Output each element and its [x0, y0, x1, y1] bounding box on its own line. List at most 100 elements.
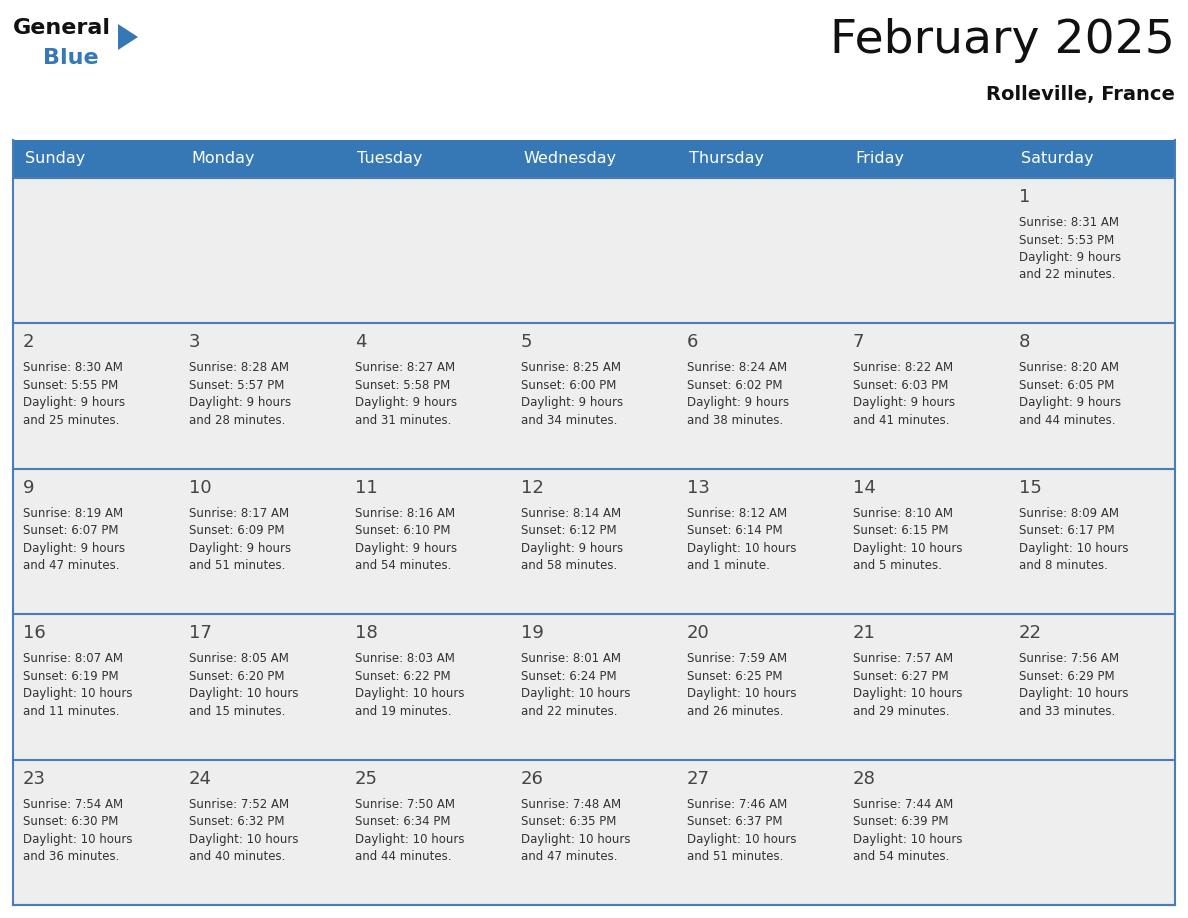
- Text: Sunrise: 8:16 AM
Sunset: 6:10 PM
Daylight: 9 hours
and 54 minutes.: Sunrise: 8:16 AM Sunset: 6:10 PM Dayligh…: [355, 507, 457, 572]
- Bar: [1009, 759, 1175, 905]
- Text: Sunrise: 7:59 AM
Sunset: 6:25 PM
Daylight: 10 hours
and 26 minutes.: Sunrise: 7:59 AM Sunset: 6:25 PM Dayligh…: [687, 652, 796, 718]
- Text: 14: 14: [853, 479, 876, 497]
- Text: 23: 23: [23, 769, 46, 788]
- Bar: [511, 178, 677, 323]
- Text: Sunrise: 8:03 AM
Sunset: 6:22 PM
Daylight: 10 hours
and 19 minutes.: Sunrise: 8:03 AM Sunset: 6:22 PM Dayligh…: [355, 652, 465, 718]
- Bar: [511, 614, 677, 759]
- Text: 11: 11: [355, 479, 378, 497]
- Text: Sunrise: 8:19 AM
Sunset: 6:07 PM
Daylight: 9 hours
and 47 minutes.: Sunrise: 8:19 AM Sunset: 6:07 PM Dayligh…: [23, 507, 125, 572]
- Text: Sunrise: 8:28 AM
Sunset: 5:57 PM
Daylight: 9 hours
and 28 minutes.: Sunrise: 8:28 AM Sunset: 5:57 PM Dayligh…: [189, 362, 291, 427]
- Bar: [677, 178, 843, 323]
- Bar: [677, 323, 843, 469]
- Text: Sunrise: 7:44 AM
Sunset: 6:39 PM
Daylight: 10 hours
and 54 minutes.: Sunrise: 7:44 AM Sunset: 6:39 PM Dayligh…: [853, 798, 962, 863]
- Text: Wednesday: Wednesday: [523, 151, 617, 166]
- Bar: [13, 323, 179, 469]
- Bar: [179, 469, 345, 614]
- Bar: [13, 140, 1175, 178]
- Text: Sunrise: 7:54 AM
Sunset: 6:30 PM
Daylight: 10 hours
and 36 minutes.: Sunrise: 7:54 AM Sunset: 6:30 PM Dayligh…: [23, 798, 133, 863]
- Text: Thursday: Thursday: [689, 151, 764, 166]
- Text: Sunrise: 8:01 AM
Sunset: 6:24 PM
Daylight: 10 hours
and 22 minutes.: Sunrise: 8:01 AM Sunset: 6:24 PM Dayligh…: [522, 652, 631, 718]
- Bar: [511, 323, 677, 469]
- Text: Sunrise: 8:30 AM
Sunset: 5:55 PM
Daylight: 9 hours
and 25 minutes.: Sunrise: 8:30 AM Sunset: 5:55 PM Dayligh…: [23, 362, 125, 427]
- Text: Sunrise: 7:56 AM
Sunset: 6:29 PM
Daylight: 10 hours
and 33 minutes.: Sunrise: 7:56 AM Sunset: 6:29 PM Dayligh…: [1019, 652, 1129, 718]
- Text: 28: 28: [853, 769, 876, 788]
- Text: Sunrise: 8:20 AM
Sunset: 6:05 PM
Daylight: 9 hours
and 44 minutes.: Sunrise: 8:20 AM Sunset: 6:05 PM Dayligh…: [1019, 362, 1121, 427]
- Text: 17: 17: [189, 624, 211, 643]
- Text: Sunrise: 8:25 AM
Sunset: 6:00 PM
Daylight: 9 hours
and 34 minutes.: Sunrise: 8:25 AM Sunset: 6:00 PM Dayligh…: [522, 362, 624, 427]
- Text: Sunrise: 7:52 AM
Sunset: 6:32 PM
Daylight: 10 hours
and 40 minutes.: Sunrise: 7:52 AM Sunset: 6:32 PM Dayligh…: [189, 798, 298, 863]
- Bar: [843, 323, 1009, 469]
- Bar: [843, 614, 1009, 759]
- Text: Sunrise: 8:10 AM
Sunset: 6:15 PM
Daylight: 10 hours
and 5 minutes.: Sunrise: 8:10 AM Sunset: 6:15 PM Dayligh…: [853, 507, 962, 572]
- Text: Saturday: Saturday: [1020, 151, 1094, 166]
- Bar: [345, 469, 511, 614]
- Text: Sunrise: 8:07 AM
Sunset: 6:19 PM
Daylight: 10 hours
and 11 minutes.: Sunrise: 8:07 AM Sunset: 6:19 PM Dayligh…: [23, 652, 133, 718]
- Text: Sunrise: 8:12 AM
Sunset: 6:14 PM
Daylight: 10 hours
and 1 minute.: Sunrise: 8:12 AM Sunset: 6:14 PM Dayligh…: [687, 507, 796, 572]
- Text: Tuesday: Tuesday: [358, 151, 423, 166]
- Text: 24: 24: [189, 769, 211, 788]
- Text: 4: 4: [355, 333, 367, 352]
- Text: February 2025: February 2025: [830, 18, 1175, 63]
- Text: 10: 10: [189, 479, 211, 497]
- Text: Rolleville, France: Rolleville, France: [986, 85, 1175, 104]
- Text: Sunrise: 8:09 AM
Sunset: 6:17 PM
Daylight: 10 hours
and 8 minutes.: Sunrise: 8:09 AM Sunset: 6:17 PM Dayligh…: [1019, 507, 1129, 572]
- Text: Sunrise: 8:22 AM
Sunset: 6:03 PM
Daylight: 9 hours
and 41 minutes.: Sunrise: 8:22 AM Sunset: 6:03 PM Dayligh…: [853, 362, 955, 427]
- Text: 22: 22: [1019, 624, 1042, 643]
- Text: 20: 20: [687, 624, 709, 643]
- Bar: [677, 469, 843, 614]
- Bar: [843, 178, 1009, 323]
- Text: 12: 12: [522, 479, 544, 497]
- Text: Monday: Monday: [191, 151, 254, 166]
- Text: 15: 15: [1019, 479, 1042, 497]
- Text: 3: 3: [189, 333, 201, 352]
- Text: 19: 19: [522, 624, 544, 643]
- Text: 9: 9: [23, 479, 34, 497]
- Bar: [13, 178, 179, 323]
- Bar: [1009, 469, 1175, 614]
- Text: Sunrise: 7:50 AM
Sunset: 6:34 PM
Daylight: 10 hours
and 44 minutes.: Sunrise: 7:50 AM Sunset: 6:34 PM Dayligh…: [355, 798, 465, 863]
- Bar: [345, 323, 511, 469]
- Text: 16: 16: [23, 624, 46, 643]
- Bar: [1009, 614, 1175, 759]
- Bar: [179, 323, 345, 469]
- Text: Sunrise: 7:46 AM
Sunset: 6:37 PM
Daylight: 10 hours
and 51 minutes.: Sunrise: 7:46 AM Sunset: 6:37 PM Dayligh…: [687, 798, 796, 863]
- Text: Blue: Blue: [43, 48, 99, 68]
- Text: 18: 18: [355, 624, 378, 643]
- Bar: [13, 614, 179, 759]
- Text: 2: 2: [23, 333, 34, 352]
- Text: Friday: Friday: [855, 151, 904, 166]
- Text: 5: 5: [522, 333, 532, 352]
- Text: 6: 6: [687, 333, 699, 352]
- Bar: [1009, 178, 1175, 323]
- Bar: [179, 178, 345, 323]
- Bar: [179, 614, 345, 759]
- Bar: [677, 614, 843, 759]
- Text: Sunrise: 8:31 AM
Sunset: 5:53 PM
Daylight: 9 hours
and 22 minutes.: Sunrise: 8:31 AM Sunset: 5:53 PM Dayligh…: [1019, 216, 1121, 282]
- Text: Sunrise: 8:17 AM
Sunset: 6:09 PM
Daylight: 9 hours
and 51 minutes.: Sunrise: 8:17 AM Sunset: 6:09 PM Dayligh…: [189, 507, 291, 572]
- Polygon shape: [118, 24, 138, 50]
- Text: Sunrise: 8:05 AM
Sunset: 6:20 PM
Daylight: 10 hours
and 15 minutes.: Sunrise: 8:05 AM Sunset: 6:20 PM Dayligh…: [189, 652, 298, 718]
- Text: General: General: [13, 18, 110, 38]
- Bar: [843, 469, 1009, 614]
- Text: Sunrise: 8:27 AM
Sunset: 5:58 PM
Daylight: 9 hours
and 31 minutes.: Sunrise: 8:27 AM Sunset: 5:58 PM Dayligh…: [355, 362, 457, 427]
- Bar: [677, 759, 843, 905]
- Bar: [345, 178, 511, 323]
- Bar: [345, 614, 511, 759]
- Text: Sunday: Sunday: [25, 151, 86, 166]
- Bar: [511, 469, 677, 614]
- Bar: [511, 759, 677, 905]
- Text: Sunrise: 7:48 AM
Sunset: 6:35 PM
Daylight: 10 hours
and 47 minutes.: Sunrise: 7:48 AM Sunset: 6:35 PM Dayligh…: [522, 798, 631, 863]
- Text: Sunrise: 7:57 AM
Sunset: 6:27 PM
Daylight: 10 hours
and 29 minutes.: Sunrise: 7:57 AM Sunset: 6:27 PM Dayligh…: [853, 652, 962, 718]
- Bar: [843, 759, 1009, 905]
- Text: 25: 25: [355, 769, 378, 788]
- Bar: [13, 469, 179, 614]
- Bar: [345, 759, 511, 905]
- Text: Sunrise: 8:24 AM
Sunset: 6:02 PM
Daylight: 9 hours
and 38 minutes.: Sunrise: 8:24 AM Sunset: 6:02 PM Dayligh…: [687, 362, 789, 427]
- Text: 7: 7: [853, 333, 865, 352]
- Bar: [13, 759, 179, 905]
- Text: 1: 1: [1019, 188, 1030, 206]
- Text: 27: 27: [687, 769, 710, 788]
- Bar: [179, 759, 345, 905]
- Text: 13: 13: [687, 479, 710, 497]
- Text: 26: 26: [522, 769, 544, 788]
